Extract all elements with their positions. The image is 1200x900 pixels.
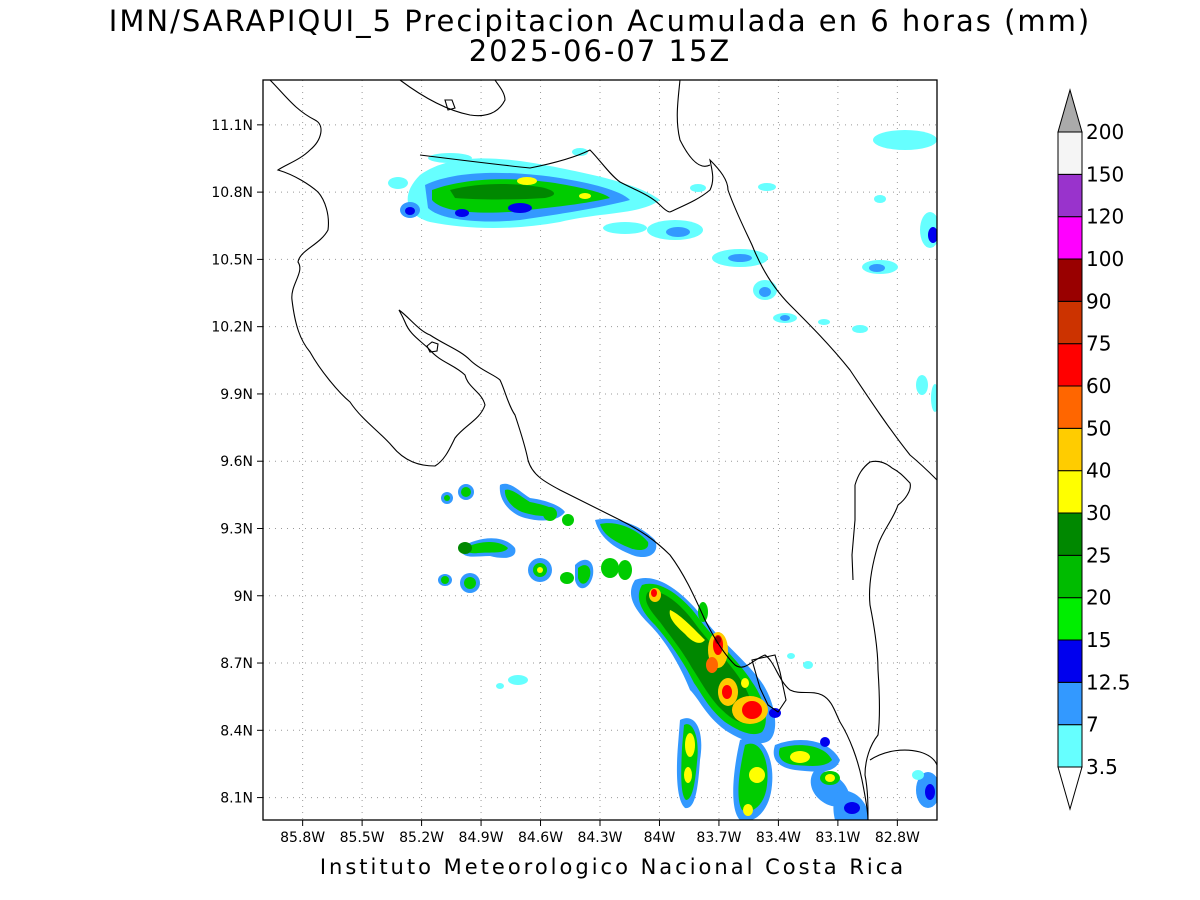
colorbar-level-label: 3.5: [1086, 755, 1118, 779]
x-tick-label: 83.7W: [696, 830, 741, 846]
x-tick-label: 83.4W: [756, 830, 801, 846]
x-tick-label: 82.8W: [875, 830, 920, 846]
precipitation-field: [388, 130, 937, 820]
colorbar-high-triangle: [1057, 88, 1083, 133]
y-tick-label: 10.5N: [211, 252, 253, 268]
colorbar-swatch: [1057, 258, 1083, 302]
y-tick-label: 9.6N: [220, 454, 253, 470]
colorbar-level-label: 120: [1086, 205, 1124, 229]
y-tick-label: 8.1N: [220, 791, 253, 807]
x-tick-label: 84W: [644, 830, 676, 846]
colorbar-swatch: [1057, 131, 1083, 175]
rain-cells-northeast: [603, 130, 937, 412]
y-tick-label: 11.1N: [211, 118, 253, 134]
y-tick-label: 9.3N: [220, 521, 253, 537]
colorbar-level-label: 75: [1086, 332, 1111, 356]
colorbar-level-label: 40: [1086, 459, 1111, 483]
footer-credit: Instituto Meteorologico Nacional Costa R…: [319, 855, 907, 879]
colorbar-level-label: 12.5: [1086, 670, 1131, 694]
x-tick-label: 84.9W: [459, 830, 504, 846]
colorbar-swatch: [1057, 639, 1083, 683]
y-tick-label: 8.7N: [220, 656, 253, 672]
colorbar-swatch: [1057, 385, 1083, 429]
colorbar-swatch: [1057, 300, 1083, 345]
colorbar-level-label: 90: [1086, 289, 1111, 313]
x-tick-label: 85.5W: [340, 830, 385, 846]
latitude-axis: 11.1N 10.8N 10.5N 10.2N 9.9N 9.6N 9.3N 9N 8.7N 8.…: [211, 118, 263, 807]
colorbar-level-label: 25: [1086, 543, 1111, 567]
colorbar-swatch: [1057, 597, 1083, 641]
colorbar-swatch: [1057, 343, 1083, 387]
colorbar-level-label: 50: [1086, 416, 1111, 440]
colorbar-low-triangle: [1057, 766, 1083, 811]
colorbar-level-label: 100: [1086, 247, 1124, 271]
x-tick-label: 84.6W: [518, 830, 563, 846]
colorbar-swatch: [1057, 427, 1083, 472]
colorbar-level-label: 30: [1086, 501, 1111, 525]
colorbar-swatch: [1057, 173, 1083, 218]
colorbar-swatch: [1057, 554, 1083, 599]
y-tick-label: 9.9N: [220, 387, 253, 403]
colorbar-swatch: [1057, 216, 1083, 260]
colorbar: 3.5 7 12.5 15 20 25 30 40 50 60 75 90 100 120 150 200: [1057, 88, 1131, 811]
colorbar-level-label: 20: [1086, 586, 1111, 610]
colorbar-level-label: 150: [1086, 162, 1124, 186]
y-tick-label: 9N: [234, 589, 253, 605]
longitude-axis: 85.8W 85.5W 85.2W 84.9W 84.6W 84.3W 84W 83.7W 83…: [280, 820, 920, 846]
x-tick-label: 83.1W: [815, 830, 860, 846]
y-tick-label: 10.8N: [211, 185, 253, 201]
rain-band-north: [388, 148, 660, 228]
coastlines: [269, 80, 937, 820]
x-tick-label: 85.2W: [399, 830, 444, 846]
colorbar-level-label: 200: [1086, 120, 1124, 144]
colorbar-swatch: [1057, 724, 1083, 768]
colorbar-swatch: [1057, 470, 1083, 514]
colorbar-swatch: [1057, 681, 1083, 726]
y-tick-label: 8.4N: [220, 723, 253, 739]
colorbar-level-label: 7: [1086, 713, 1099, 737]
x-tick-label: 85.8W: [280, 830, 325, 846]
y-tick-label: 10.2N: [211, 320, 253, 336]
map-datetime: 2025-06-07 15Z: [468, 34, 732, 68]
x-tick-label: 84.3W: [577, 830, 622, 846]
colorbar-level-label: 60: [1086, 374, 1111, 398]
map-title: IMN/SARAPIQUI_5 Precipitacion Acumulada …: [108, 4, 1092, 38]
colorbar-swatch: [1057, 512, 1083, 556]
colorbar-level-label: 15: [1086, 628, 1111, 652]
rain-cells-south: [438, 483, 937, 820]
